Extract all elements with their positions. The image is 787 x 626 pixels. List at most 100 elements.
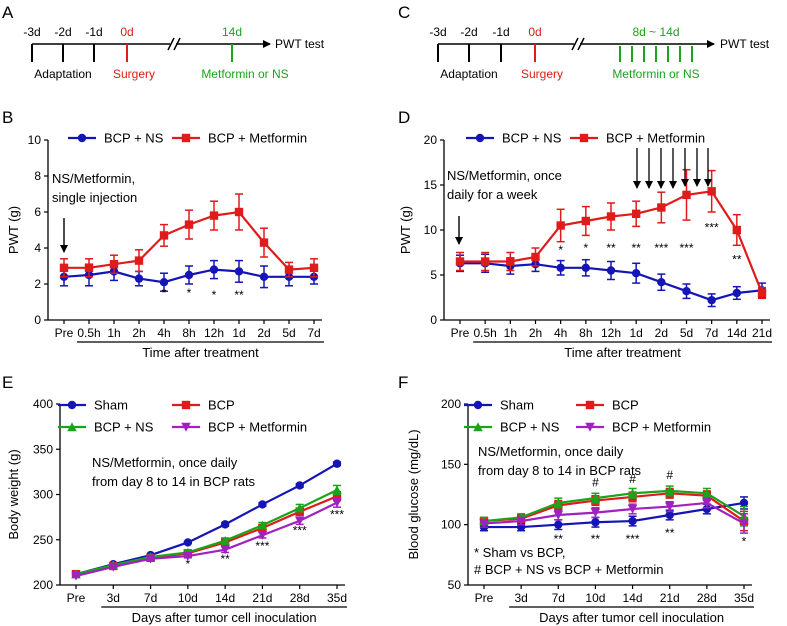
hash-mark: # bbox=[592, 475, 599, 489]
y-tick-label: 15 bbox=[424, 178, 438, 192]
data-point-blue bbox=[591, 518, 600, 527]
data-point-blue bbox=[332, 459, 342, 468]
data-point-purple bbox=[71, 571, 81, 581]
data-point-purple bbox=[553, 510, 563, 520]
significance-mark: * bbox=[162, 286, 167, 300]
x-tick-label: 5d bbox=[680, 326, 693, 340]
data-point-purple bbox=[702, 498, 712, 508]
annotation-line: NS/Metformin, once daily bbox=[92, 455, 238, 470]
data-point-red bbox=[606, 212, 616, 221]
x-tick-label: 2d bbox=[655, 326, 668, 340]
x-tick-label: 1d bbox=[629, 326, 642, 340]
x-tick-label: 8h bbox=[182, 326, 195, 340]
x-tick-label: 1h bbox=[107, 326, 120, 340]
data-point-blue bbox=[184, 270, 194, 280]
x-tick-label: 7d bbox=[144, 591, 157, 605]
legend-marker-blue bbox=[67, 400, 77, 410]
data-point-purple bbox=[665, 502, 675, 512]
data-point-red bbox=[84, 263, 94, 272]
y-tick-label: 0 bbox=[430, 313, 437, 327]
y-tick-label: 400 bbox=[33, 397, 53, 411]
y-tick-label: 10 bbox=[424, 223, 438, 237]
timeline-c-break-2 bbox=[577, 37, 585, 51]
significance-mark: * bbox=[742, 535, 747, 549]
data-point-purple bbox=[220, 545, 230, 555]
data-point-purple bbox=[295, 516, 305, 526]
data-point-red bbox=[209, 211, 219, 220]
data-point-blue bbox=[209, 265, 219, 274]
data-point-red bbox=[309, 263, 319, 272]
significance-mark: *** bbox=[293, 524, 307, 538]
data-point-red bbox=[332, 492, 342, 501]
x-tick-label: 1d bbox=[232, 326, 245, 340]
data-point-green bbox=[665, 486, 675, 496]
data-point-red bbox=[259, 238, 269, 247]
x-tick-label: 8h bbox=[579, 326, 592, 340]
series-line-green bbox=[75, 488, 338, 576]
data-point-purple bbox=[590, 508, 601, 518]
significance-mark: * bbox=[558, 243, 563, 257]
legend-marker-red bbox=[585, 400, 595, 410]
annotation-line: from day 8 to 14 in BCP rats bbox=[92, 474, 256, 489]
data-point-blue bbox=[707, 296, 716, 305]
y-axis-label: PWT (g) bbox=[6, 206, 21, 254]
legend-marker-purple bbox=[181, 422, 191, 432]
timeline-a-break-2 bbox=[173, 37, 181, 51]
data-point-blue bbox=[556, 263, 565, 272]
legend-marker-red bbox=[579, 133, 589, 143]
data-point-blue bbox=[183, 538, 193, 547]
data-point-green bbox=[553, 498, 563, 508]
data-point-red bbox=[480, 257, 490, 266]
data-point-blue bbox=[159, 278, 169, 287]
x-axis-label: Days after tumor cell inoculation bbox=[539, 610, 724, 625]
data-point-red bbox=[732, 225, 742, 235]
footnote: * Sham vs BCP, bbox=[474, 545, 566, 560]
legend-marker-red bbox=[181, 400, 191, 410]
x-tick-label: 2d bbox=[257, 326, 270, 340]
y-tick-label: 8 bbox=[34, 169, 41, 183]
data-point-red bbox=[109, 260, 119, 269]
x-tick-label: Pre bbox=[55, 326, 74, 340]
y-tick-label: 150 bbox=[441, 457, 461, 471]
chart-e-body-weight: 200 250 300 350 400 Pre 3d 7d 10d 14d 21d 28d 35d Day… bbox=[6, 397, 347, 625]
timeline-a-break-1 bbox=[167, 37, 175, 51]
x-tick-label: 28d bbox=[290, 591, 310, 605]
legend-label: BCP + Metformin bbox=[208, 420, 307, 435]
data-point-purple bbox=[257, 531, 268, 540]
timeline-a: -3d -2d -1d 0d 14d Adaptation Surgery Me… bbox=[23, 25, 324, 81]
timeline-a-day: -2d bbox=[54, 25, 71, 39]
y-tick-label: 200 bbox=[441, 397, 461, 411]
series-line-red bbox=[483, 492, 745, 523]
significance-mark: *** bbox=[330, 507, 344, 521]
data-point-red bbox=[455, 257, 465, 266]
data-point-blue bbox=[739, 498, 749, 508]
data-point-red bbox=[581, 216, 591, 226]
timeline-a-surgery: Surgery bbox=[113, 67, 155, 81]
timeline-a-day: -3d bbox=[23, 25, 40, 39]
legend-label: Sham bbox=[94, 398, 128, 413]
timeline-c-day: -1d bbox=[492, 25, 509, 39]
x-tick-label: 0.5h bbox=[473, 326, 496, 340]
x-tick-label: 12h bbox=[204, 326, 224, 340]
legend-label: BCP + NS bbox=[94, 420, 154, 435]
significance-mark: * bbox=[187, 286, 192, 300]
x-tick-label: 7d bbox=[705, 326, 718, 340]
chart-f-blood-glucose: 50 100 150 200 Pre 3d 7d 10d 14d 21d 28d 35d Days af… bbox=[406, 397, 754, 625]
significance-mark: ** bbox=[591, 532, 601, 546]
x-tick-label: 0.5h bbox=[77, 326, 100, 340]
legend-label: BCP + Metformin bbox=[612, 420, 711, 435]
x-tick-label: 35d bbox=[327, 591, 347, 605]
x-tick-label: 28d bbox=[697, 591, 717, 605]
annotation-line: NS/Metformin, bbox=[52, 171, 135, 186]
y-tick-label: 350 bbox=[33, 442, 53, 456]
hash-mark: # bbox=[629, 472, 636, 486]
y-tick-label: 300 bbox=[33, 488, 53, 502]
significance-mark: *** bbox=[654, 241, 668, 255]
data-point-green bbox=[627, 488, 638, 498]
data-point-purple bbox=[479, 519, 489, 529]
timeline-a-day: -1d bbox=[85, 25, 102, 39]
data-point-red bbox=[707, 187, 716, 196]
y-tick-label: 250 bbox=[33, 533, 53, 547]
footnote: # BCP + NS vs BCP + Metformin bbox=[474, 562, 664, 577]
significance-mark: ** bbox=[732, 253, 742, 267]
